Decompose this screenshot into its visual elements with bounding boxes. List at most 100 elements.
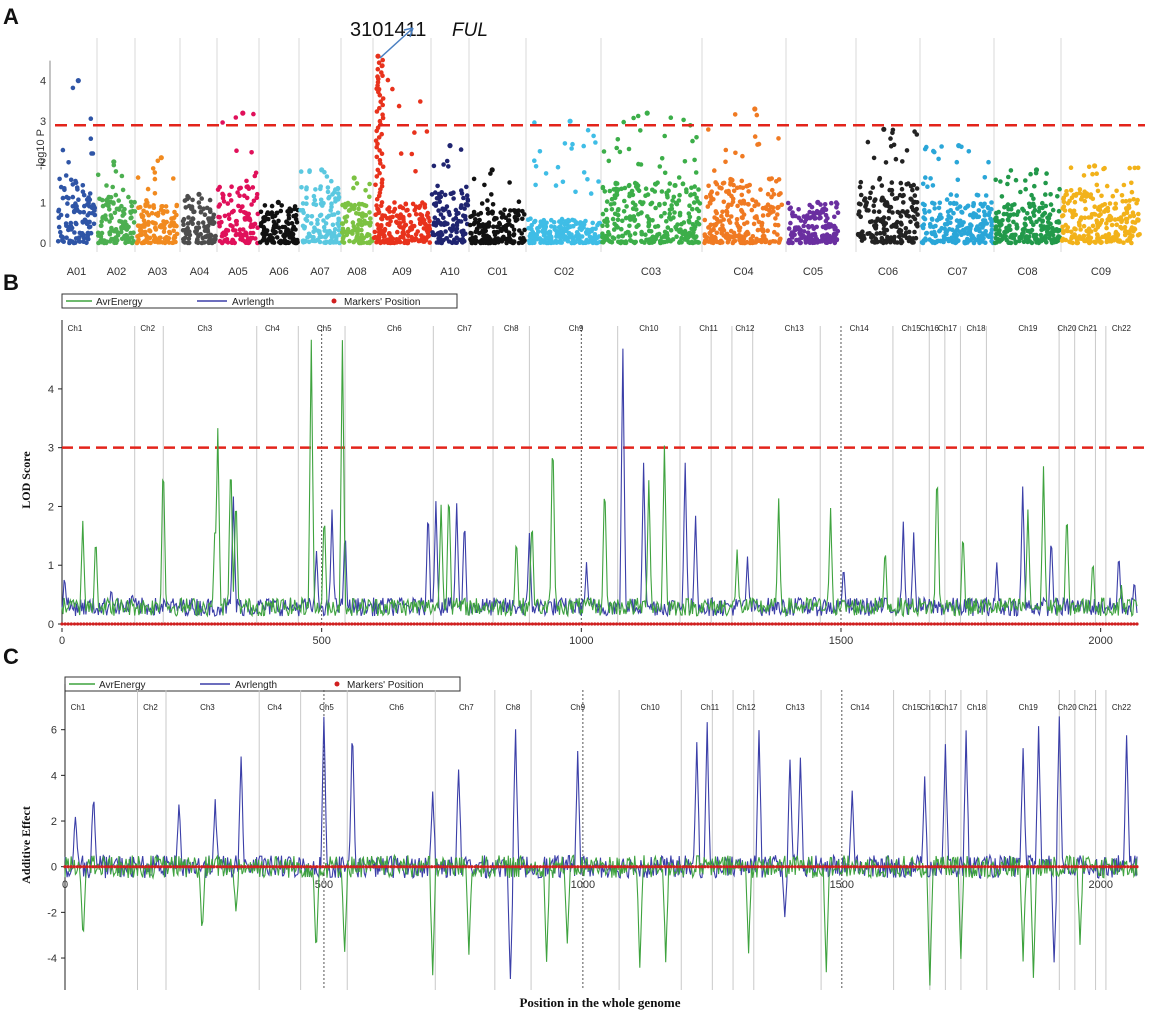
- manhattan-point: [771, 209, 776, 214]
- manhattan-point: [908, 219, 913, 225]
- chromosome-tag: Ch18: [966, 324, 986, 333]
- manhattan-point: [624, 204, 629, 209]
- manhattan-point: [211, 212, 217, 218]
- lod-marker-point: [1004, 622, 1008, 626]
- manhattan-point: [197, 205, 203, 210]
- manhattan-peak-point: [75, 78, 81, 84]
- chromosome-tag: Ch5: [317, 324, 332, 333]
- lod-marker-point: [786, 622, 790, 626]
- additive-marker-point: [1082, 865, 1086, 869]
- lod-marker-point: [1094, 622, 1099, 626]
- manhattan-point: [1127, 165, 1132, 171]
- manhattan-point: [1059, 238, 1065, 243]
- additive-marker-point: [762, 865, 766, 869]
- manhattan-point: [646, 224, 651, 229]
- manhattan-point: [1082, 198, 1088, 204]
- manhattan-point: [578, 224, 584, 229]
- manhattan-point: [206, 240, 212, 246]
- manhattan-point: [234, 232, 240, 237]
- annotation-arrow-shaft: [379, 27, 414, 59]
- additive-ytick: -2: [47, 907, 57, 919]
- manhattan-point: [876, 209, 882, 214]
- manhattan-point: [304, 195, 309, 201]
- manhattan-point: [402, 240, 408, 245]
- additive-marker-point: [200, 865, 204, 869]
- manhattan-point: [687, 230, 692, 236]
- manhattan-ytick: 1: [40, 197, 46, 209]
- manhattan-point: [508, 208, 513, 213]
- manhattan-point: [392, 200, 397, 205]
- manhattan-point: [920, 201, 926, 207]
- manhattan-point: [672, 210, 677, 215]
- manhattan-point: [773, 222, 778, 228]
- manhattan-point: [74, 203, 79, 209]
- manhattan-point: [1106, 231, 1112, 237]
- manhattan-point: [541, 217, 547, 223]
- lod-marker-point: [774, 622, 778, 626]
- manhattan-point: [1065, 201, 1071, 206]
- additive-marker-point: [482, 865, 487, 869]
- chromosome-tag: Ch4: [265, 324, 280, 333]
- lod-marker-point: [646, 622, 650, 626]
- manhattan-point: [1064, 192, 1069, 197]
- manhattan-point: [417, 203, 423, 209]
- manhattan-point: [1091, 211, 1097, 217]
- manhattan-point: [903, 226, 909, 231]
- manhattan-point: [740, 236, 745, 242]
- manhattan-point: [862, 198, 867, 203]
- additive-marker-point: [594, 865, 598, 869]
- lod-marker-point: [390, 622, 394, 626]
- additive-ytick: 0: [51, 862, 57, 874]
- manhattan-point: [186, 240, 192, 246]
- manhattan-point: [129, 235, 135, 240]
- chromosome-tag: Ch8: [504, 324, 519, 333]
- manhattan-point: [418, 99, 423, 104]
- chromosome-label: A03: [148, 266, 168, 278]
- manhattan-point: [610, 235, 616, 240]
- manhattan-point: [1059, 213, 1065, 219]
- lod-marker-point: [926, 622, 930, 626]
- lod-marker-point: [69, 622, 73, 626]
- lod-marker-point: [876, 622, 881, 626]
- chromosome-tag: Ch2: [140, 324, 155, 333]
- additive-ylabel: Additive Effect: [19, 806, 33, 884]
- manhattan-point: [1078, 217, 1083, 223]
- additive-marker-point: [454, 865, 459, 869]
- lod-marker-point: [241, 622, 245, 626]
- lod-marker-point: [210, 622, 214, 626]
- manhattan-point: [137, 224, 143, 230]
- manhattan-point: [330, 212, 335, 217]
- manhattan-point: [735, 203, 740, 209]
- manhattan-point: [73, 178, 78, 184]
- lod-marker-point: [250, 622, 254, 626]
- manhattan-point: [739, 209, 745, 214]
- manhattan-point: [108, 228, 114, 233]
- lod-marker-point: [372, 622, 376, 626]
- manhattan-point: [474, 228, 479, 234]
- manhattan-point: [129, 203, 135, 209]
- manhattan-point: [526, 238, 532, 243]
- manhattan-point: [682, 232, 687, 237]
- manhattan-point: [895, 209, 900, 215]
- manhattan-point: [639, 201, 645, 207]
- lod-marker-point: [428, 622, 432, 626]
- lod-marker-point: [181, 622, 186, 626]
- manhattan-point: [123, 240, 128, 245]
- lod-marker-point: [954, 622, 958, 626]
- manhattan-point: [396, 237, 401, 243]
- manhattan-point: [998, 238, 1003, 244]
- manhattan-point: [989, 238, 994, 244]
- manhattan-point: [611, 227, 617, 232]
- manhattan-peak-point: [351, 175, 357, 181]
- manhattan-point: [413, 169, 418, 174]
- manhattan-point: [915, 212, 920, 217]
- additive-marker-point: [703, 865, 707, 869]
- manhattan-point: [336, 191, 341, 196]
- manhattan-point: [128, 215, 133, 221]
- manhattan-point: [217, 238, 223, 244]
- manhattan-point: [174, 203, 179, 209]
- manhattan-point: [770, 187, 775, 193]
- additive-marker-point: [507, 865, 511, 869]
- additive-marker-point: [312, 865, 316, 869]
